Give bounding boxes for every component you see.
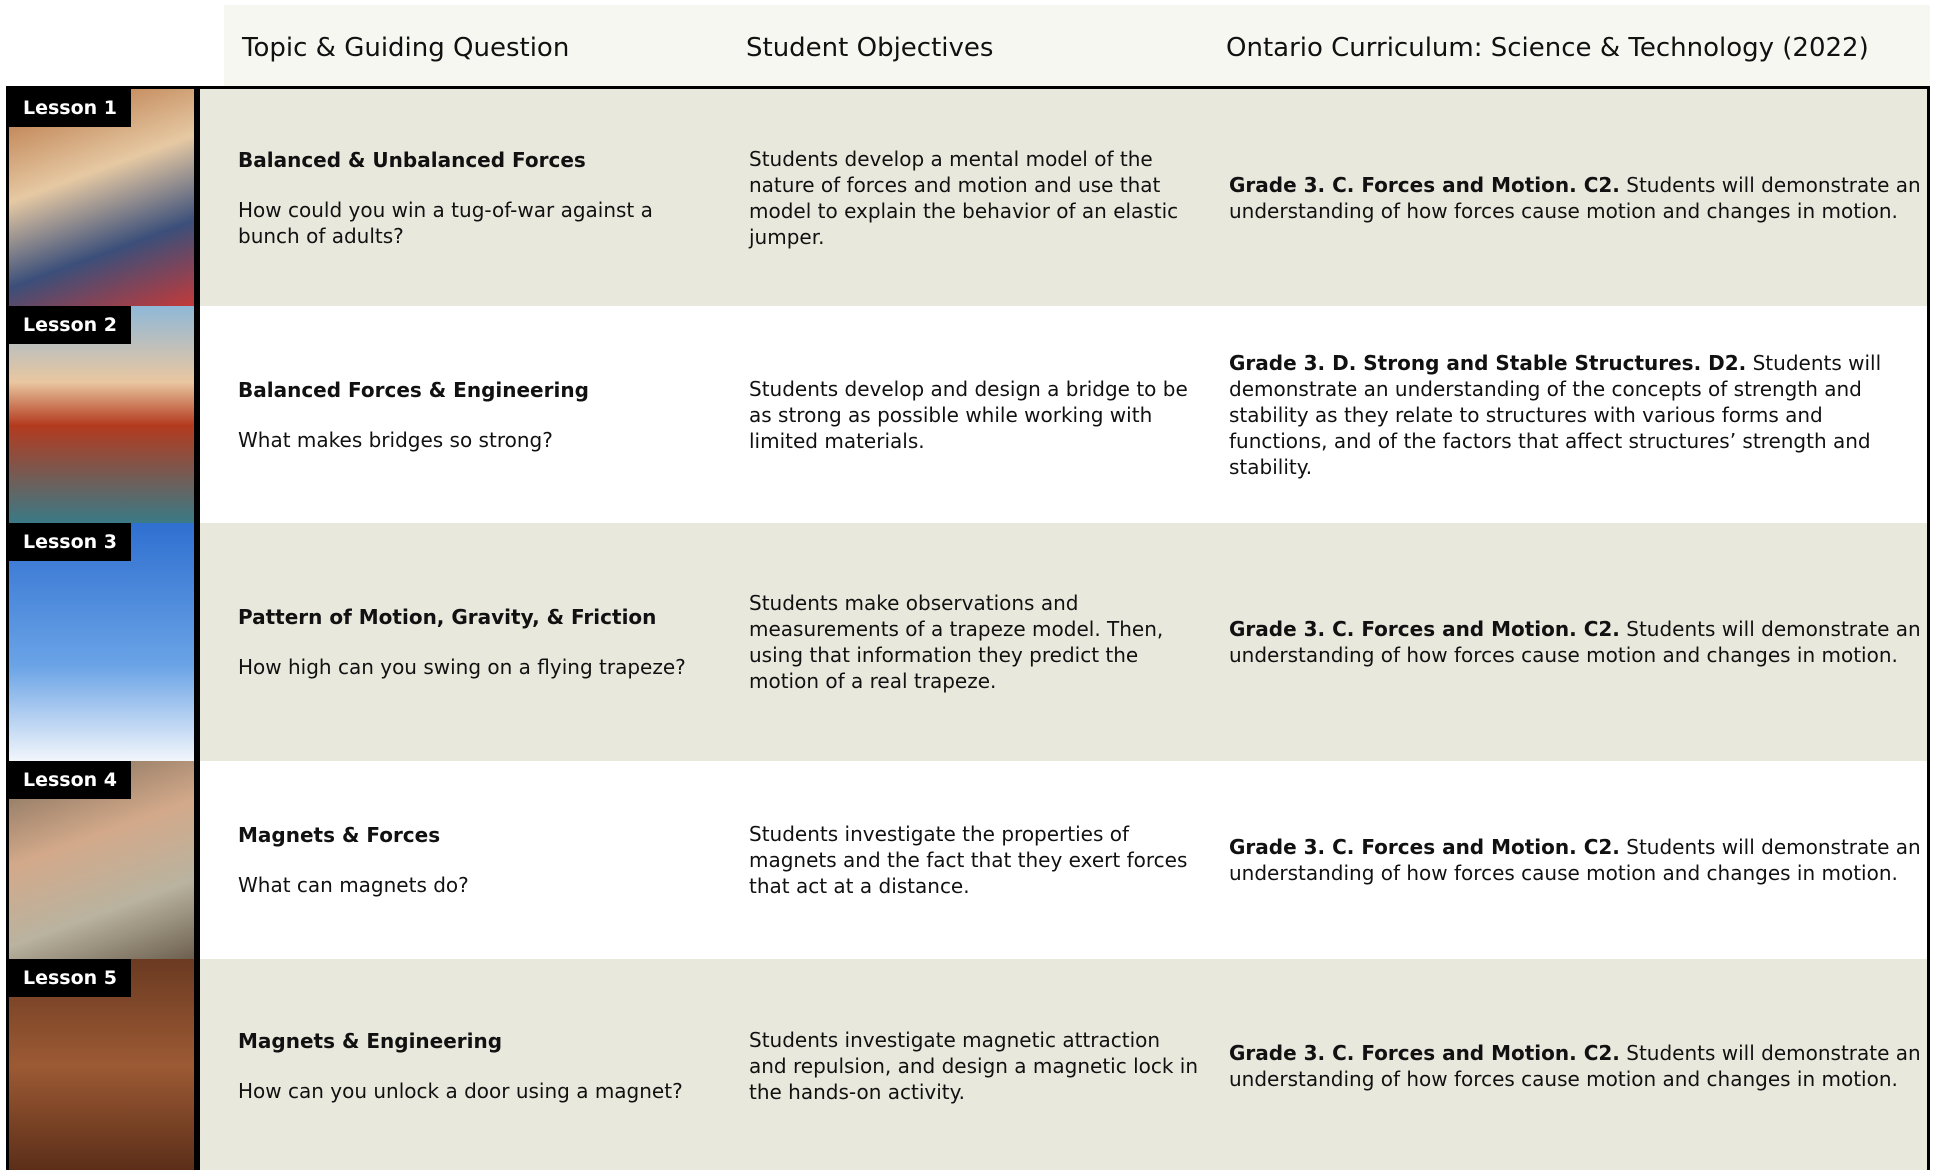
objectives: Students develop a mental model of the n… [749, 146, 1179, 249]
lesson-label: Lesson 3 [9, 523, 132, 561]
curriculum-code: Grade 3. D. Strong and Stable Structures… [1229, 350, 1747, 375]
objectives-cell: Students make observations and measureme… [749, 590, 1204, 694]
topic-cell: Balanced & Unbalanced Forces How could yo… [238, 147, 698, 249]
guiding-question: How high can you swing on a flying trape… [238, 655, 686, 679]
curriculum-code: Grade 3. C. Forces and Motion. C2. [1229, 172, 1620, 197]
topic-cell: Magnets & Forces What can magnets do? [238, 822, 698, 898]
curriculum-text: Students will demonstrate an understandi… [1229, 617, 1921, 667]
guiding-question: What makes bridges so strong? [238, 427, 553, 452]
table-row: Lesson 5 Magnets & Engineering How can you… [9, 959, 1927, 1170]
objectives: Students investigate the properties of m… [749, 822, 1188, 898]
curriculum: Grade 3. C. Forces and Motion. C2. Stude… [1229, 834, 1924, 886]
curriculum-code: Grade 3. C. Forces and Motion. C2. [1229, 617, 1620, 641]
curriculum-text: Students will demonstrate an understandi… [1229, 172, 1921, 223]
objectives-cell: Students develop a mental model of the n… [749, 146, 1204, 250]
topic-cell: Balanced Forces & Engineering What makes … [238, 377, 698, 453]
curriculum-code: Grade 3. C. Forces and Motion. C2. [1229, 1041, 1620, 1065]
curriculum: Grade 3. C. Forces and Motion. C2. Stude… [1229, 616, 1924, 668]
curriculum-cell: Grade 3. D. Strong and Stable Structures… [1229, 350, 1924, 480]
objectives: Students investigate magnetic attraction… [749, 1028, 1199, 1104]
topic-title: Balanced & Unbalanced Forces [238, 147, 586, 172]
topic-cell: Pattern of Motion, Gravity, & Friction Ho… [238, 604, 698, 680]
topic-title: Pattern of Motion, Gravity, & Friction [238, 605, 657, 629]
lesson-photo: Lesson 2 [9, 306, 200, 523]
curriculum-cell: Grade 3. C. Forces and Motion. C2. Stude… [1229, 616, 1924, 668]
objectives-cell: Students investigate magnetic attraction… [749, 1027, 1204, 1105]
lesson-label: Lesson 5 [9, 959, 132, 997]
lesson-photo: Lesson 3 [9, 523, 200, 761]
lesson-label: Lesson 4 [9, 761, 132, 799]
curriculum-cell: Grade 3. C. Forces and Motion. C2. Stude… [1229, 172, 1924, 224]
guiding-question: How can you unlock a door using a magnet… [238, 1079, 683, 1103]
header-cell: Ontario Curriculum: Science & Technology… [1226, 33, 1869, 63]
objectives-cell: Students develop and design a bridge to … [749, 376, 1204, 454]
lesson-label: Lesson 1 [9, 89, 132, 127]
table-row: Lesson 2 Balanced Forces & Engineering Wha… [9, 306, 1927, 523]
topic-cell: Magnets & Engineering How can you unlock … [238, 1028, 698, 1104]
guiding-question: How could you win a tug-of-war against a… [238, 197, 653, 248]
topic-title: Magnets & Forces [238, 823, 441, 847]
topic-title: Balanced Forces & Engineering [238, 377, 589, 402]
topic-title: Magnets & Engineering [238, 1029, 503, 1053]
curriculum-text: Students will demonstrate an understandi… [1229, 1041, 1921, 1091]
table-row: Lesson 4 Magnets & Forces What can magnets… [9, 761, 1927, 959]
lesson-table: Lesson 1 Balanced & Unbalanced Forces How … [6, 86, 1930, 1170]
objectives: Students develop and design a bridge to … [749, 376, 1188, 453]
lesson-photo: Lesson 4 [9, 761, 200, 959]
curriculum: Grade 3. C. Forces and Motion. C2. Stude… [1229, 172, 1924, 224]
table-row: Lesson 3 Pattern of Motion, Gravity, & Fr… [9, 523, 1927, 761]
curriculum-text: Students will demonstrate an understandi… [1229, 350, 1882, 479]
curriculum: Grade 3. D. Strong and Stable Structures… [1229, 350, 1924, 480]
curriculum-text: Students will demonstrate an understandi… [1229, 835, 1921, 885]
lesson-label: Lesson 2 [9, 306, 132, 344]
header-cell: Student Objectives [746, 33, 994, 63]
guiding-question: What can magnets do? [238, 873, 469, 897]
header: Topic & Guiding Question Student Objecti… [224, 5, 1930, 86]
curriculum-code: Grade 3. C. Forces and Motion. C2. [1229, 835, 1620, 859]
curriculum-cell: Grade 3. C. Forces and Motion. C2. Stude… [1229, 834, 1924, 886]
table-row: Lesson 1 Balanced & Unbalanced Forces How … [9, 89, 1927, 306]
lesson-photo: Lesson 5 [9, 959, 200, 1170]
objectives-cell: Students investigate the properties of m… [749, 821, 1204, 899]
lesson-photo: Lesson 1 [9, 89, 200, 306]
curriculum: Grade 3. C. Forces and Motion. C2. Stude… [1229, 1040, 1924, 1092]
header-cell: Topic & Guiding Question [242, 33, 570, 63]
curriculum-cell: Grade 3. C. Forces and Motion. C2. Stude… [1229, 1040, 1924, 1092]
objectives: Students make observations and measureme… [749, 591, 1164, 693]
